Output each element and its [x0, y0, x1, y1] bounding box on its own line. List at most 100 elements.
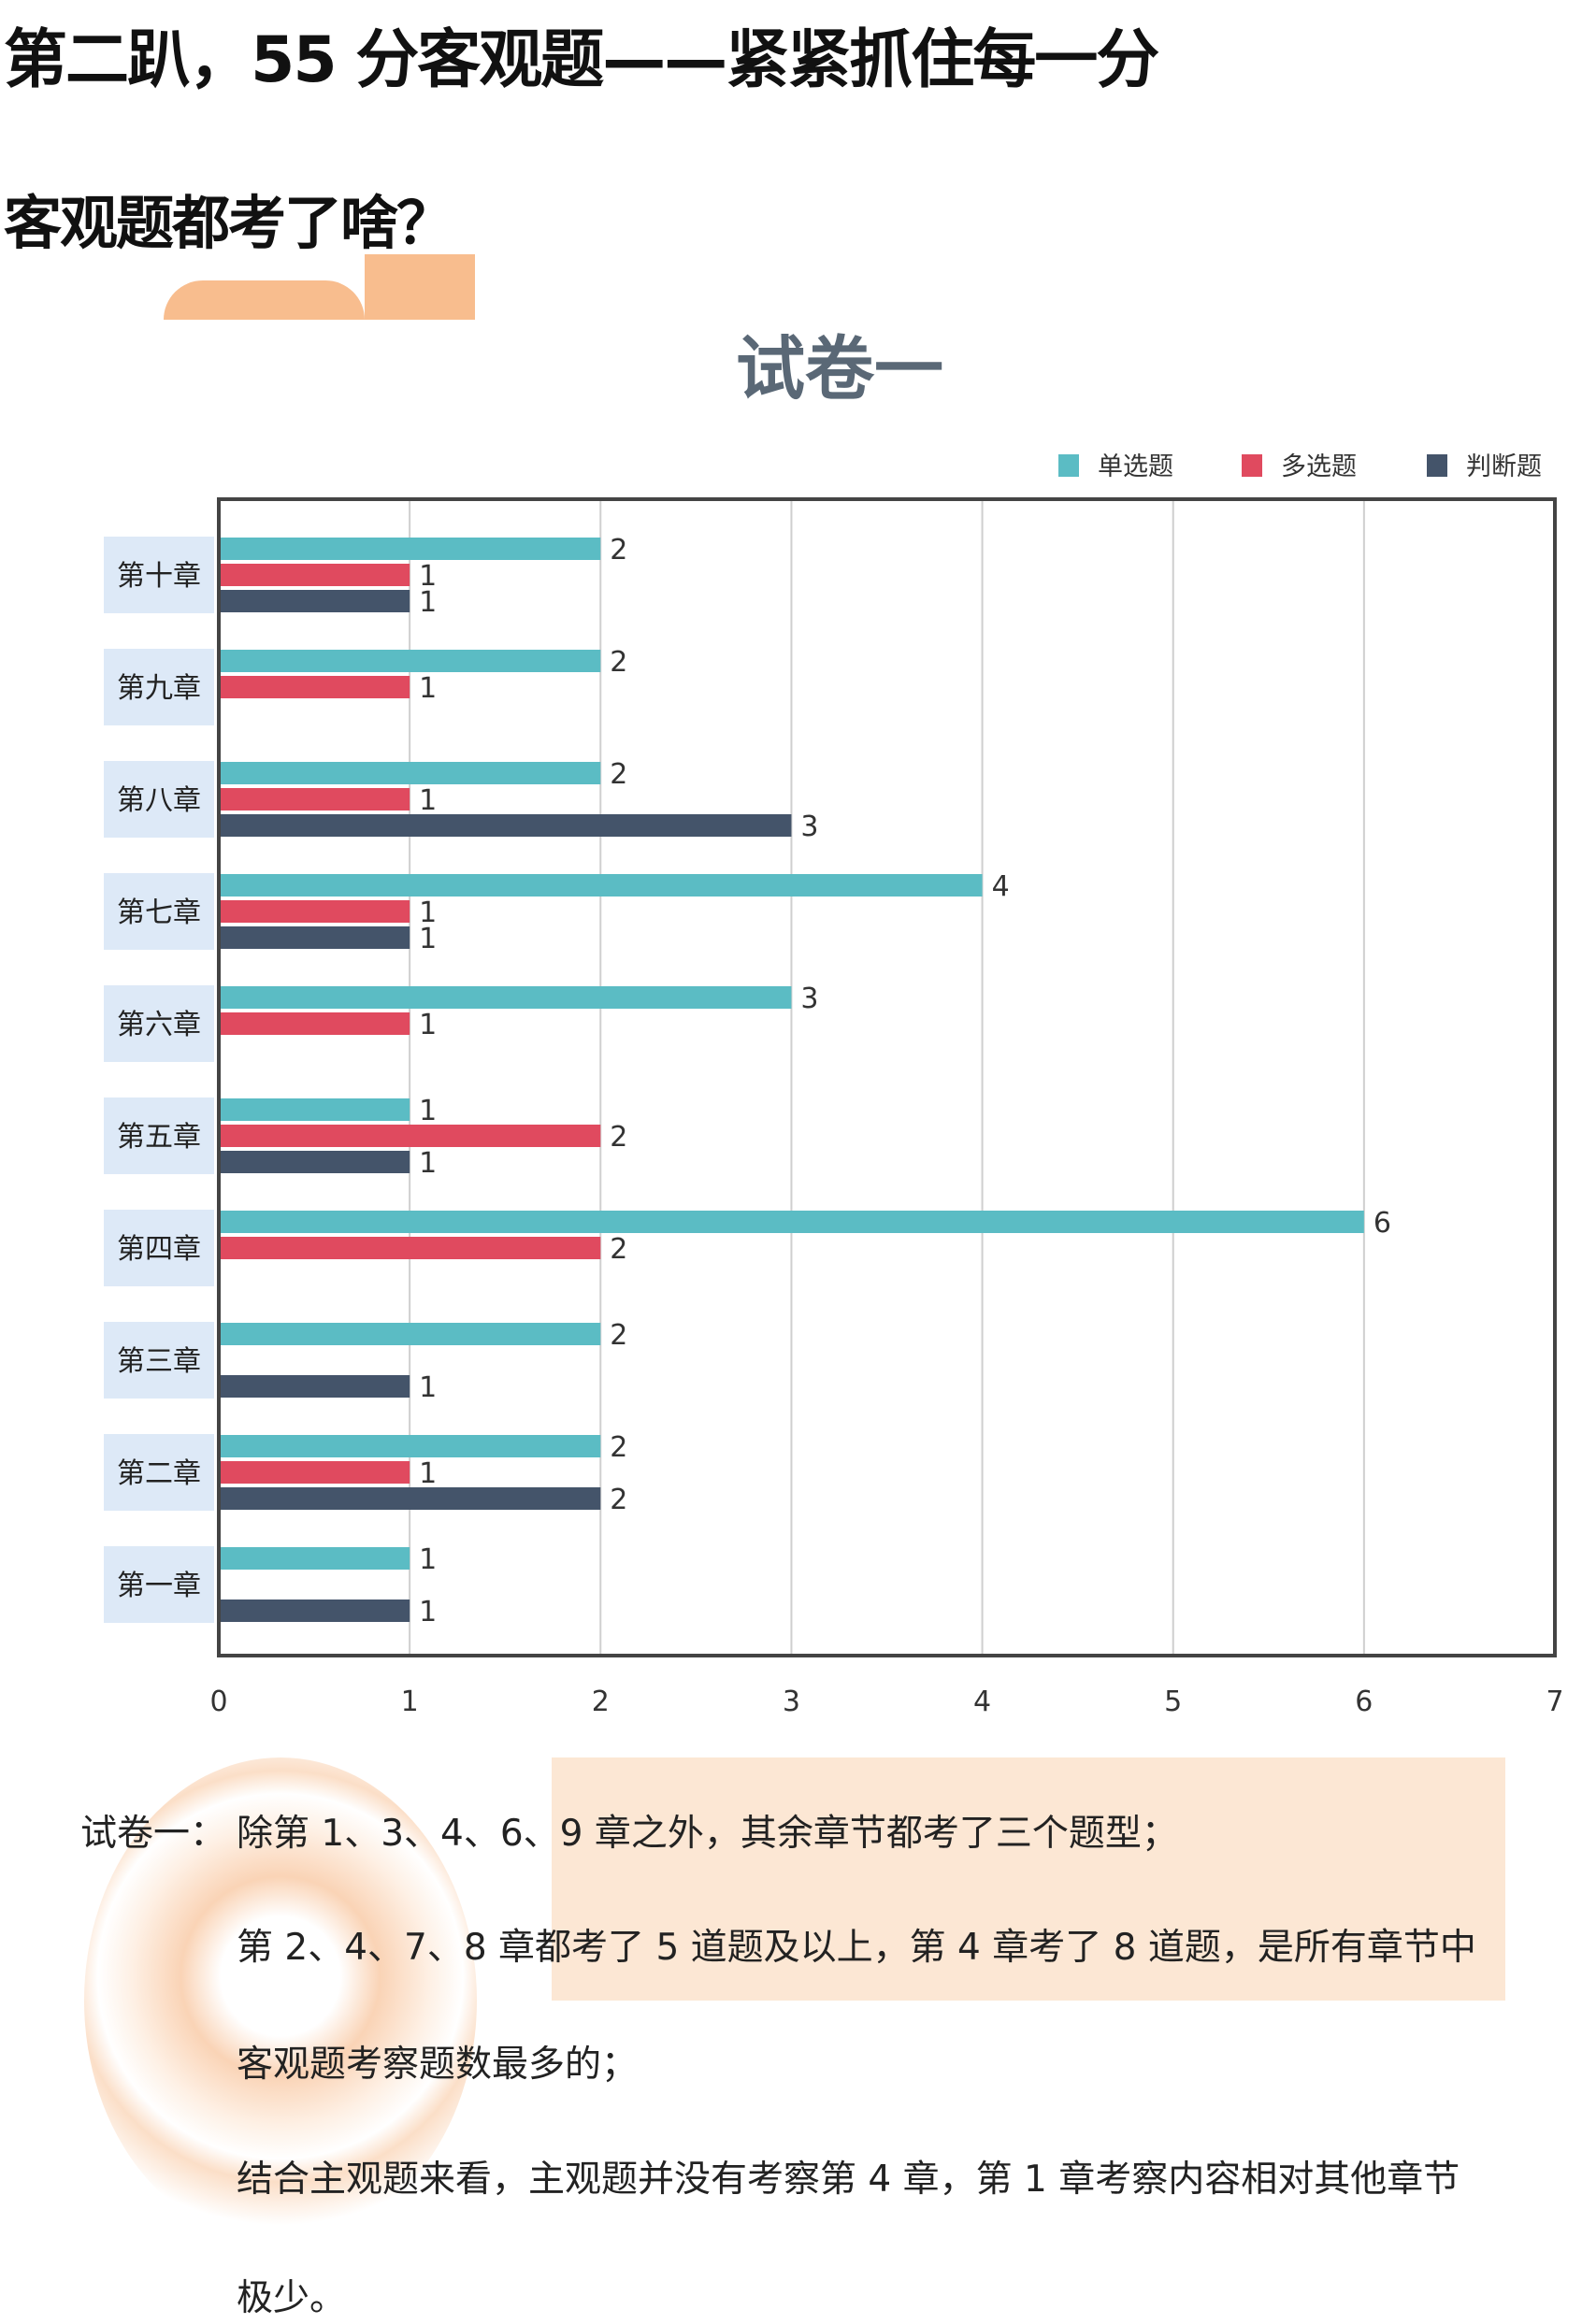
bar [219, 814, 792, 837]
bar [219, 1375, 410, 1398]
bar [219, 1461, 410, 1484]
bar [219, 1098, 410, 1121]
bar [219, 1151, 410, 1173]
data-label: 1 [419, 1371, 437, 1404]
category-label-box [104, 1097, 214, 1174]
data-label: 2 [610, 1484, 627, 1516]
category-label: 第九章 [117, 672, 201, 705]
data-label: 1 [419, 1147, 437, 1180]
legend-swatch [1058, 454, 1079, 477]
category-label-box [104, 1322, 214, 1399]
bar [219, 1600, 410, 1622]
x-tick-label: 4 [973, 1686, 991, 1718]
data-label: 1 [419, 1009, 437, 1041]
category-label-box [104, 761, 214, 838]
legend-label: 单选题 [1098, 452, 1173, 481]
bar [219, 538, 601, 560]
legend-label: 判断题 [1466, 452, 1542, 481]
data-label: 1 [419, 1596, 437, 1628]
category-label-box [104, 1210, 214, 1286]
data-label: 2 [610, 646, 627, 679]
x-tick-label: 5 [1164, 1686, 1182, 1718]
category-label-box [104, 873, 214, 950]
data-label: 6 [1373, 1207, 1391, 1240]
data-label: 1 [419, 560, 437, 593]
data-label: 2 [610, 1431, 627, 1464]
bar [219, 650, 601, 672]
x-tick-label: 0 [209, 1686, 227, 1718]
data-label: 2 [610, 1233, 627, 1266]
category-label-box [104, 985, 214, 1062]
category-label: 第三章 [117, 1345, 201, 1378]
bar [219, 1547, 410, 1570]
watermark-logo-fragment [365, 254, 475, 320]
data-label: 3 [800, 983, 818, 1015]
category-label: 第四章 [117, 1233, 201, 1266]
legend-label: 多选题 [1281, 452, 1357, 481]
data-label: 1 [419, 1095, 437, 1127]
bar [219, 926, 410, 949]
page-heading: 第二趴，55 分客观题——紧紧抓住每一分 [4, 23, 1159, 97]
plot-area [219, 499, 1555, 1656]
summary-line: 客观题考察题数最多的； [237, 2044, 639, 2086]
category-label: 第二章 [117, 1457, 201, 1490]
data-label: 1 [419, 586, 437, 619]
data-label: 2 [610, 758, 627, 791]
category-label-box [104, 537, 214, 613]
x-tick-label: 1 [401, 1686, 419, 1718]
section-heading: 客观题都考了啥？ [4, 189, 454, 257]
summary-line: 第 2、4、7、8 章都考了 5 道题及以上，第 4 章考了 8 道题，是所有章… [237, 1927, 1476, 1969]
data-label: 2 [610, 534, 627, 567]
watermark-text [552, 1757, 1505, 2001]
bar [219, 1237, 601, 1259]
bar [219, 1125, 601, 1147]
bar [219, 900, 410, 923]
bar [219, 590, 410, 612]
bar [219, 676, 410, 698]
category-label: 第十章 [117, 560, 201, 593]
bar [219, 762, 601, 784]
plot-border [217, 497, 1557, 1657]
bar [219, 1323, 601, 1345]
data-label: 2 [610, 1121, 627, 1154]
category-label-box [104, 649, 214, 725]
category-label: 第六章 [117, 1009, 201, 1041]
data-label: 1 [419, 672, 437, 705]
legend-swatch [1242, 454, 1262, 477]
x-tick-label: 6 [1355, 1686, 1373, 1718]
data-label: 1 [419, 897, 437, 929]
data-label: 4 [992, 870, 1010, 903]
bar [219, 1487, 601, 1510]
bar [219, 788, 410, 811]
x-tick-label: 7 [1546, 1686, 1563, 1718]
chart-title: 试卷一 [736, 329, 943, 409]
data-label: 2 [610, 1319, 627, 1352]
x-tick-label: 2 [592, 1686, 610, 1718]
watermark-logo-fragment [164, 280, 365, 320]
summary-line: 极少。 [237, 2277, 347, 2319]
bar [219, 1012, 410, 1035]
data-label: 1 [419, 923, 437, 955]
category-label: 第七章 [117, 897, 201, 929]
x-tick-label: 3 [783, 1686, 800, 1718]
bar [219, 1435, 601, 1457]
data-label: 1 [419, 1543, 437, 1576]
category-label: 第一章 [117, 1570, 201, 1602]
category-label: 第五章 [117, 1121, 201, 1154]
category-label-box [104, 1546, 214, 1623]
bar [219, 986, 792, 1009]
data-label: 1 [419, 1457, 437, 1490]
category-label: 第八章 [117, 784, 201, 817]
bar [219, 564, 410, 586]
watermark-logo-circle [84, 1757, 477, 2244]
bar [219, 874, 983, 897]
bar [219, 1211, 1364, 1233]
category-label-box [104, 1434, 214, 1511]
legend-swatch [1427, 454, 1447, 477]
data-label: 1 [419, 784, 437, 817]
summary-label: 试卷一： [80, 1813, 227, 1855]
summary-line: 除第 1、3、4、6、9 章之外，其余章节都考了三个题型； [237, 1813, 1178, 1855]
data-label: 3 [800, 811, 818, 843]
summary-line: 结合主观题来看，主观题并没有考察第 4 章，第 1 章考察内容相对其他章节 [237, 2159, 1460, 2201]
